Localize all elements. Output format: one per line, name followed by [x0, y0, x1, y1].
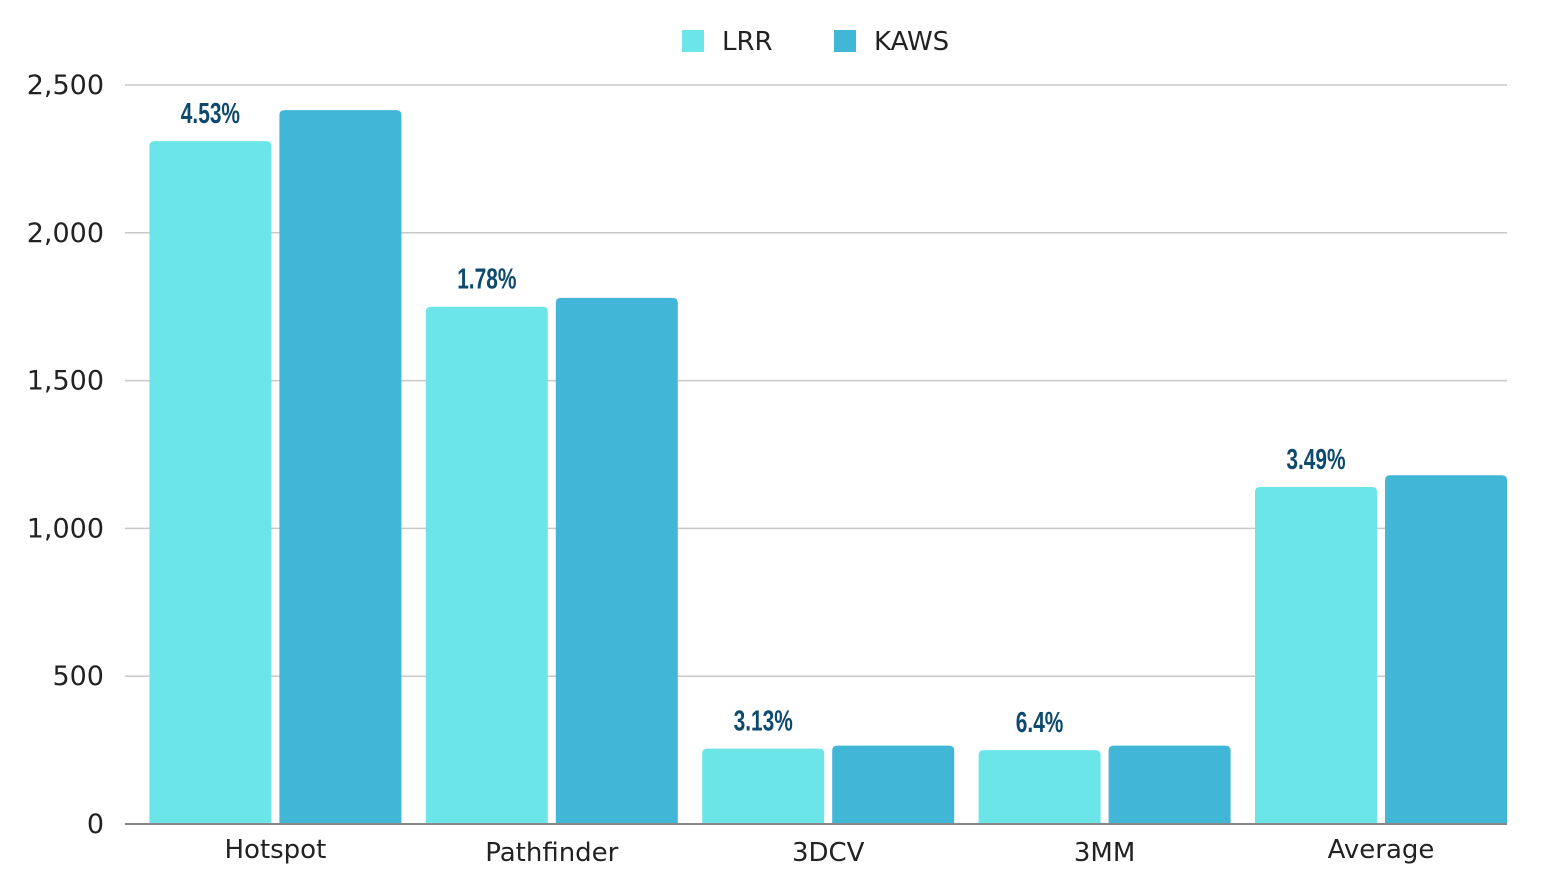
x-axis-categories: Hotspot Pathfinder 3DCV 3MM Average [224, 835, 1434, 868]
y-tick-label: 500 [52, 661, 104, 692]
legend-swatch-kaws [834, 30, 856, 52]
data-label: 3.49% [1286, 444, 1345, 476]
y-tick-label: 1,500 [27, 366, 104, 397]
y-tick-label: 0 [87, 809, 104, 840]
y-tick-label: 1,000 [27, 513, 104, 544]
bar-lrr-hotspot [149, 141, 272, 824]
legend-label-kaws: KAWS [874, 27, 949, 57]
x-category-label: Average [1328, 835, 1435, 865]
legend-label-lrr: LRR [722, 27, 773, 57]
bar-kaws-hotspot [279, 110, 402, 825]
bar-kaws-average [1385, 475, 1507, 824]
x-category-label: Pathfinder [485, 838, 618, 868]
bar-lrr-3mm [978, 750, 1101, 824]
legend-swatch-lrr [682, 30, 704, 52]
x-category-label: 3MM [1074, 838, 1135, 868]
bar-kaws-3mm [1108, 745, 1231, 824]
data-label: 3.13% [734, 705, 793, 737]
y-axis-ticks: 0 500 1,000 1,500 2,000 2,500 [27, 70, 104, 840]
bar-lrr-average [1255, 487, 1377, 824]
x-category-label: Hotspot [224, 835, 326, 865]
bar-lrr-pathfinder [425, 306, 548, 824]
data-labels: 4.53% 1.78% 3.13% 6.4% 3.49% [181, 98, 1346, 739]
data-label: 1.78% [457, 263, 516, 295]
bar-kaws-pathfinder [555, 297, 678, 824]
x-category-label: 3DCV [792, 838, 865, 868]
bar-lrr-3dcv [702, 748, 825, 824]
bars [125, 110, 1507, 825]
data-label: 4.53% [181, 98, 240, 130]
legend: LRR KAWS [682, 27, 949, 57]
y-tick-label: 2,000 [27, 218, 104, 249]
data-label: 6.4% [1016, 707, 1064, 739]
y-tick-label: 2,500 [27, 70, 104, 101]
bar-kaws-3dcv [832, 745, 955, 824]
